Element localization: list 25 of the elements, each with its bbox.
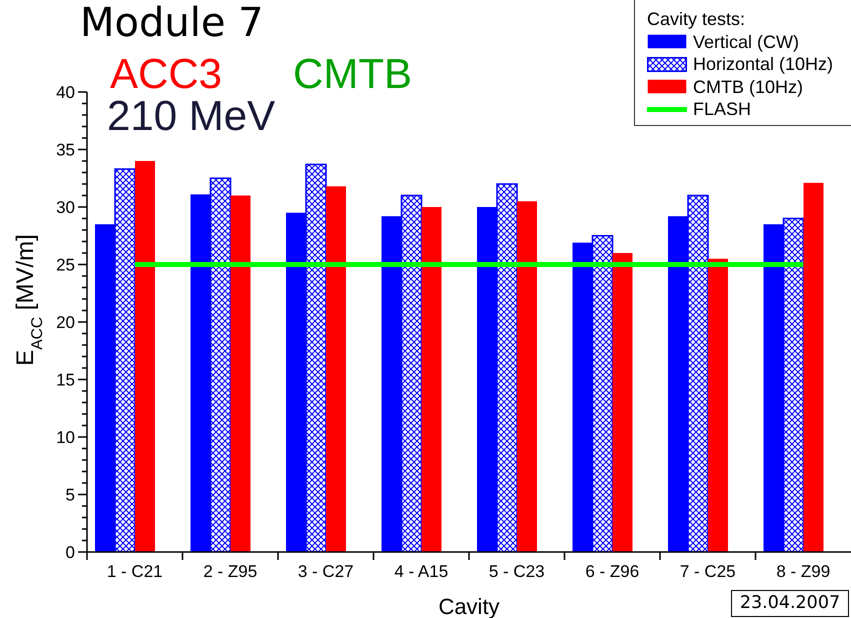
legend-label: CMTB (10Hz) (693, 76, 804, 96)
legend-label: Horizontal (10Hz) (693, 54, 834, 74)
y-tick-label: 25 (56, 256, 75, 275)
chart-title: Module 7 (80, 0, 264, 46)
x-tick-label: 6 - Z96 (585, 562, 640, 581)
text: 23.04.2007 (731, 590, 849, 617)
y-tick-label: 15 (56, 370, 75, 390)
y-tick-label: 30 (56, 198, 75, 218)
legend-label: FLASH (693, 99, 752, 119)
x-tick-label: 1 - C21 (106, 562, 163, 581)
x-tick-label: 2 - Z95 (203, 562, 258, 581)
y-tick-label: 5 (66, 486, 75, 505)
x-tick-label: 3 - C27 (298, 562, 354, 581)
y-tick-label: 0 (66, 543, 75, 562)
y-tick-label: 35 (56, 140, 75, 160)
x-tick-label: 7 - C25 (680, 562, 736, 581)
y-tick-label: 20 (56, 313, 75, 332)
legend-label: Vertical (CW) (693, 32, 800, 52)
y-tick-label: 40 (56, 83, 75, 102)
y-tick-label: 10 (56, 428, 75, 448)
x-tick-label: 8 - Z99 (776, 562, 830, 581)
annotation: CMTB (293, 50, 412, 97)
legend-title: Cavity tests: (647, 9, 746, 29)
x-tick-label: 4 - A15 (394, 562, 448, 581)
x-tick-label: 5 - C23 (488, 562, 545, 581)
